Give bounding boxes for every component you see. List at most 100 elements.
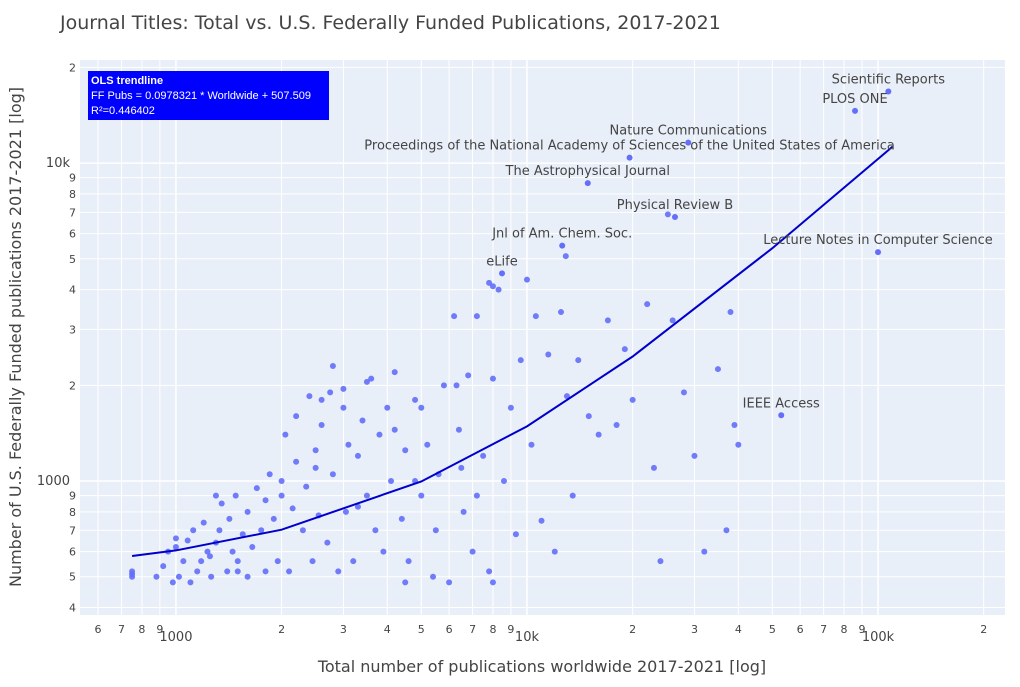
point [446, 579, 453, 586]
point [172, 535, 179, 542]
point [244, 508, 251, 515]
point [495, 286, 502, 293]
point [384, 404, 391, 411]
point [391, 369, 398, 376]
y-tick-label: 8 [69, 188, 76, 201]
point [368, 375, 375, 382]
point [489, 579, 496, 586]
point [595, 431, 602, 438]
labeled-point [875, 249, 882, 256]
annotation-line: R²=0.446402 [91, 105, 155, 117]
point [306, 393, 313, 400]
point [232, 492, 239, 499]
point [212, 492, 219, 499]
x-tick-label: 5 [769, 623, 776, 636]
point [432, 527, 439, 534]
point-label: Physical Review B [617, 198, 733, 213]
x-tick-label: 7 [820, 623, 827, 636]
point [545, 351, 552, 358]
point [398, 515, 405, 522]
point [517, 357, 524, 364]
y-tick-label: 5 [69, 253, 76, 266]
point [418, 404, 425, 411]
point [363, 378, 370, 385]
x-tick-label: 8 [489, 623, 496, 636]
point [701, 548, 708, 555]
point [234, 558, 241, 565]
y-tick-label: 10k [46, 156, 71, 171]
point [691, 452, 698, 459]
point [430, 573, 437, 580]
x-axis-title: Total number of publications worldwide 2… [317, 657, 766, 676]
point [350, 558, 357, 565]
point [278, 478, 285, 485]
point [234, 568, 241, 575]
x-tick-label: 8 [840, 623, 847, 636]
point [563, 393, 570, 400]
point [293, 458, 300, 465]
annotation-box [88, 71, 329, 120]
x-tick-label: 2 [629, 623, 636, 636]
point [194, 568, 201, 575]
point-label: eLife [486, 254, 517, 269]
point [312, 464, 319, 471]
point [345, 441, 352, 448]
point [324, 539, 331, 546]
point [226, 515, 233, 522]
labeled-point [671, 213, 678, 220]
point [380, 548, 387, 555]
y-tick-label: 4 [69, 602, 76, 615]
point-label: The Astrophysical Journal [505, 164, 670, 179]
y-tick-label: 7 [69, 206, 76, 219]
point [282, 431, 289, 438]
y-tick-label: 9 [69, 172, 76, 185]
point [329, 363, 336, 370]
point [465, 372, 472, 379]
point [727, 309, 734, 316]
point [216, 527, 223, 534]
point [604, 317, 611, 324]
point [262, 568, 269, 575]
labels: Scientific Reports PLOS ONE Nature Communi… [364, 72, 992, 411]
point [523, 276, 530, 283]
x-tick-label: 7 [469, 623, 476, 636]
labeled-point [626, 154, 633, 161]
point-label: Jnl of Am. Chem. Soc. [491, 227, 632, 242]
point [327, 389, 334, 396]
point [204, 548, 211, 555]
point [585, 413, 592, 420]
trendline-annotation: OLS trendline FF Pubs = 0.0978321 * World… [88, 71, 329, 120]
x-tick-label: 6 [797, 623, 804, 636]
point [562, 253, 569, 260]
labeled-point [852, 107, 859, 114]
point [340, 404, 347, 411]
point [129, 568, 136, 575]
point [644, 301, 651, 308]
point [239, 531, 246, 538]
point [538, 517, 545, 524]
point [293, 413, 300, 420]
point [388, 478, 395, 485]
point [424, 441, 431, 448]
labeled-point [778, 412, 785, 419]
point-label: IEEE Access [743, 396, 820, 411]
point [187, 579, 194, 586]
point [460, 508, 467, 515]
point [418, 492, 425, 499]
x-tick-label: 6 [95, 623, 102, 636]
point [621, 346, 628, 353]
point-label: Proceedings of the National Academy of S… [364, 139, 895, 154]
point [208, 573, 215, 580]
point [455, 426, 462, 433]
point [354, 452, 361, 459]
point-label: PLOS ONE [822, 92, 887, 107]
point [557, 309, 564, 316]
point [262, 497, 269, 504]
point [335, 568, 342, 575]
x-tick-label: 8 [138, 623, 145, 636]
point [160, 563, 167, 570]
point [528, 441, 535, 448]
x-tick-label: 6 [446, 623, 453, 636]
point [680, 389, 687, 396]
y-tick-label: 2 [69, 379, 76, 392]
